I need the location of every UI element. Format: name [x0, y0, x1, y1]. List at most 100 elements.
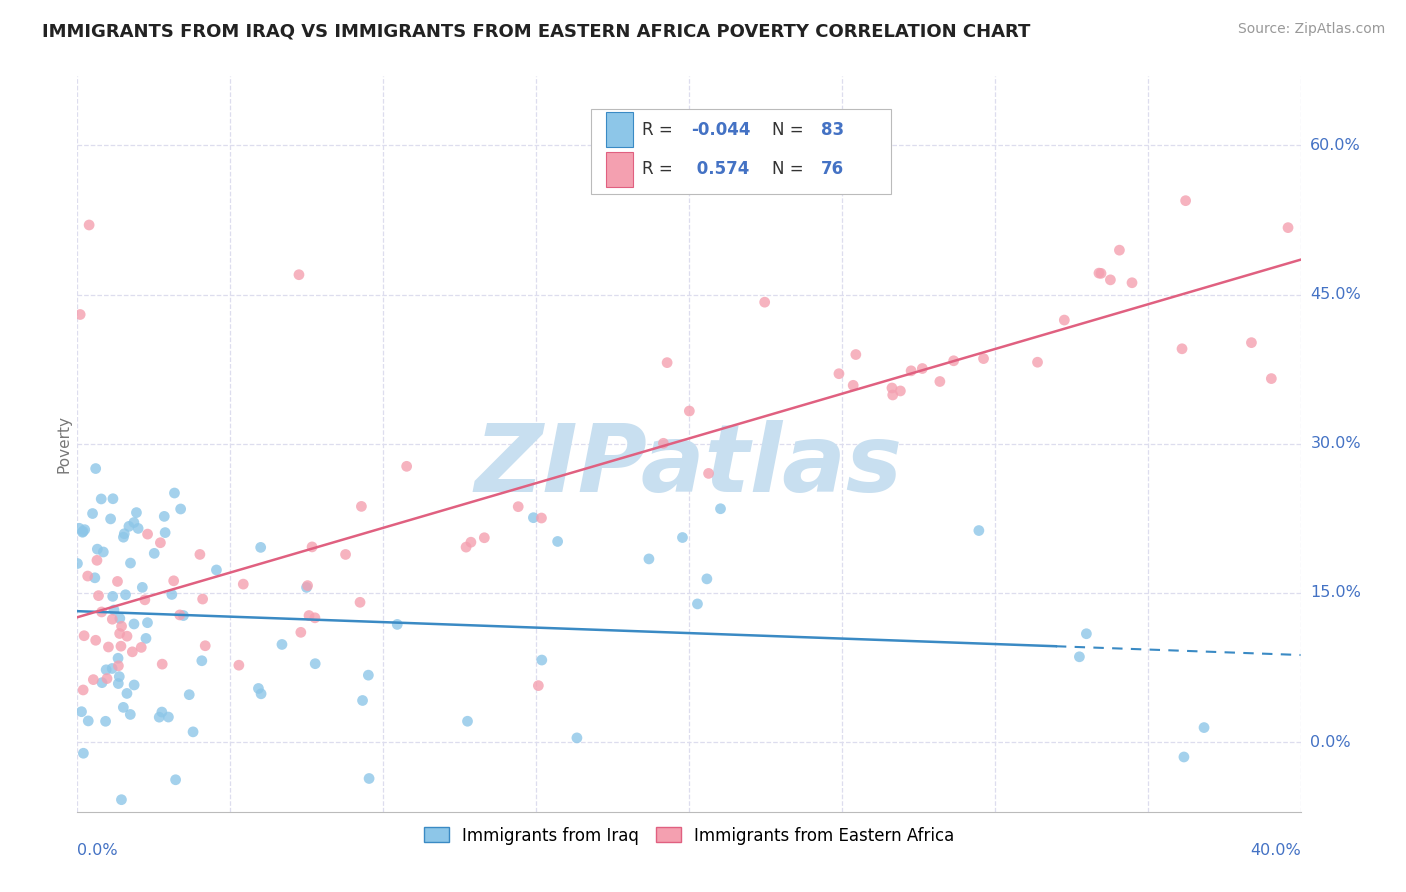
Text: 0.0%: 0.0%	[1310, 735, 1351, 749]
Point	[110, 639, 132, 653]
Point	[527, 679, 550, 693]
Text: 0.574: 0.574	[692, 161, 749, 178]
Point	[1090, 266, 1112, 280]
Point	[638, 552, 661, 566]
Point	[76, 569, 98, 583]
Point	[169, 502, 191, 516]
Point	[357, 668, 380, 682]
Point	[135, 632, 157, 646]
Point	[845, 347, 868, 361]
Point	[655, 356, 678, 370]
Point	[108, 626, 131, 640]
Point	[77, 714, 100, 728]
Point	[72, 525, 94, 540]
Point	[150, 705, 173, 719]
Point	[165, 772, 187, 787]
Point	[530, 511, 553, 525]
Text: 40.0%: 40.0%	[1250, 843, 1301, 857]
Text: 0.0%: 0.0%	[77, 843, 118, 857]
Point	[143, 546, 166, 560]
Point	[188, 548, 211, 562]
Point	[304, 657, 326, 671]
Point	[91, 675, 114, 690]
Point	[828, 367, 851, 381]
FancyBboxPatch shape	[591, 109, 891, 194]
Point	[522, 510, 544, 524]
Point	[122, 617, 145, 632]
Point	[304, 611, 326, 625]
Point	[1088, 266, 1111, 280]
Point	[1069, 649, 1091, 664]
Point	[697, 467, 720, 481]
Point	[842, 378, 865, 392]
Point	[1053, 313, 1076, 327]
Point	[160, 587, 183, 601]
Point	[1174, 194, 1197, 208]
Text: Source: ZipAtlas.com: Source: ZipAtlas.com	[1237, 22, 1385, 37]
Point	[228, 658, 250, 673]
Point	[148, 710, 170, 724]
Point	[72, 683, 94, 698]
Point	[205, 563, 228, 577]
Point	[179, 688, 201, 702]
Legend: Immigrants from Iraq, Immigrants from Eastern Africa: Immigrants from Iraq, Immigrants from Ea…	[418, 820, 960, 851]
Point	[84, 633, 107, 648]
Point	[1173, 750, 1195, 764]
Point	[754, 295, 776, 310]
Point	[1026, 355, 1049, 369]
Point	[122, 516, 145, 530]
Point	[882, 388, 904, 402]
Point	[387, 617, 409, 632]
Point	[90, 491, 112, 506]
Point	[107, 658, 129, 673]
Point	[880, 381, 903, 395]
Point	[565, 731, 588, 745]
Point	[107, 651, 129, 665]
Point	[889, 384, 911, 398]
Point	[457, 714, 479, 729]
Point	[181, 724, 204, 739]
Point	[456, 540, 478, 554]
Point	[72, 524, 94, 539]
Point	[288, 268, 311, 282]
Text: N =: N =	[772, 120, 808, 138]
Point	[94, 714, 117, 729]
Text: 15.0%: 15.0%	[1310, 585, 1361, 600]
Point	[301, 540, 323, 554]
Point	[69, 308, 91, 322]
Point	[1121, 276, 1143, 290]
Point	[1108, 243, 1130, 257]
Point	[153, 525, 176, 540]
Point	[709, 501, 731, 516]
Y-axis label: Poverty: Poverty	[56, 415, 72, 473]
Point	[110, 793, 132, 807]
Point	[127, 521, 149, 535]
Point	[82, 507, 104, 521]
Point	[942, 353, 965, 368]
Point	[72, 746, 94, 760]
Point	[90, 605, 112, 619]
Point	[150, 657, 173, 672]
Point	[108, 670, 131, 684]
Point	[157, 710, 180, 724]
Point	[297, 579, 319, 593]
Point	[86, 553, 108, 567]
Point	[547, 534, 569, 549]
Text: R =: R =	[643, 161, 679, 178]
Point	[686, 597, 709, 611]
Point	[122, 678, 145, 692]
Point	[194, 639, 217, 653]
Point	[112, 526, 135, 541]
Point	[114, 588, 136, 602]
Text: 60.0%: 60.0%	[1310, 138, 1361, 153]
Point	[472, 531, 495, 545]
Point	[101, 612, 124, 626]
Text: IMMIGRANTS FROM IRAQ VS IMMIGRANTS FROM EASTERN AFRICA POVERTY CORRELATION CHART: IMMIGRANTS FROM IRAQ VS IMMIGRANTS FROM …	[42, 22, 1031, 40]
Text: R =: R =	[643, 120, 679, 138]
Point	[125, 506, 148, 520]
Point	[118, 519, 141, 533]
Point	[232, 577, 254, 591]
Point	[290, 625, 312, 640]
Point	[1260, 371, 1282, 385]
Text: -0.044: -0.044	[692, 120, 751, 138]
